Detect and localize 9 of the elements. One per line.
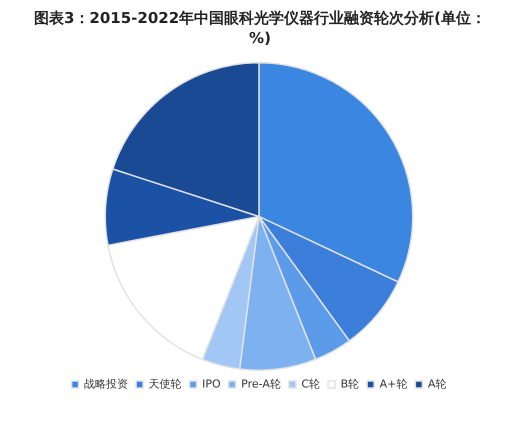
legend-label: 天使轮	[148, 377, 182, 390]
legend-label: A+轮	[380, 377, 408, 390]
legend-label: 战略投资	[84, 377, 128, 390]
legend-label: Pre-A轮	[241, 377, 281, 390]
legend-label: A轮	[428, 377, 446, 390]
legend-label: B轮	[340, 377, 360, 390]
chart-title: 图表3：2015-2022年中国眼科光学仪器行业融资轮次分析(单位：%)	[32, 8, 487, 48]
legend-label: C轮	[301, 377, 320, 390]
legend-label: IPO	[202, 377, 221, 390]
